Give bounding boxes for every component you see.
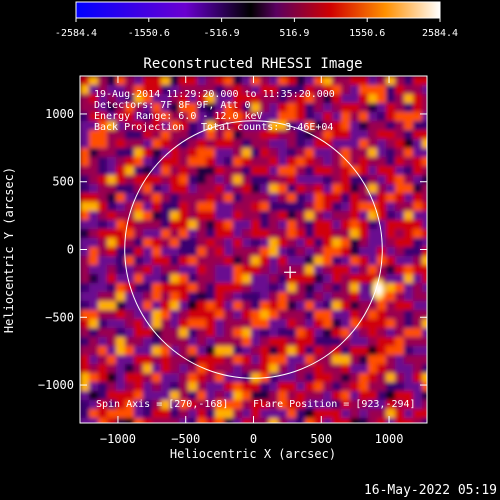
annotation-detectors: Detectors: 7F 8F 9F, Att 0 [94,100,251,111]
x-tick-label: 1000 [375,432,404,446]
spin-axis-cross-marker [284,266,297,279]
y-tick-label: 0 [67,243,74,257]
annotation-total-counts: Total counts: 3.46E+04 [201,122,333,133]
y-axis-label: Heliocentric Y (arcsec) [2,167,16,333]
colorbar [75,1,441,19]
colorbar-tick-label: -2584.4 [55,28,97,39]
x-tick-label: 0 [250,432,257,446]
annotation-method: Back Projection [94,122,184,133]
colorbar-tick-label: 1550.6 [349,28,385,39]
colorbar-tick-label: 516.9 [279,28,309,39]
x-axis-label: Heliocentric X (arcsec) [170,447,336,461]
footer-flare-position: Flare Position = [923,-294] [253,399,416,410]
y-tick-label: −1000 [38,378,74,392]
y-tick-label: −500 [45,310,74,324]
timestamp: 16-May-2022 05:19 [364,483,497,498]
colorbar-ticks: -2584.4 -1550.6 -516.9 516.9 1550.6 2584.4 [55,18,458,39]
solar-limb-circle [124,120,383,379]
x-tick-label: −500 [171,432,200,446]
footer-spin-axis: Spin Axis = [270,-168] [96,399,228,410]
x-tick-label: 500 [310,432,332,446]
y-tick-label: 1000 [45,107,74,121]
x-tick-label: −1000 [100,432,136,446]
y-tick-label: 500 [52,175,74,189]
annotation-energy-range: Energy Range: 6.0 - 12.0 keV [94,111,263,122]
axis-ticks: −1000 −500 0 500 1000 −1000 −500 0 500 1000 [38,76,427,446]
chart-title: Reconstructed RHESSI Image [143,56,362,72]
colorbar-tick-label: 2584.4 [422,28,458,39]
annotation-time-range: 19-Aug-2014 11:29:20.000 to 11:35:20.000 [94,89,335,100]
colorbar-tick-label: -1550.6 [128,28,170,39]
heatmap-cells [80,76,427,423]
colorbar-tick-label: -516.9 [204,28,240,39]
